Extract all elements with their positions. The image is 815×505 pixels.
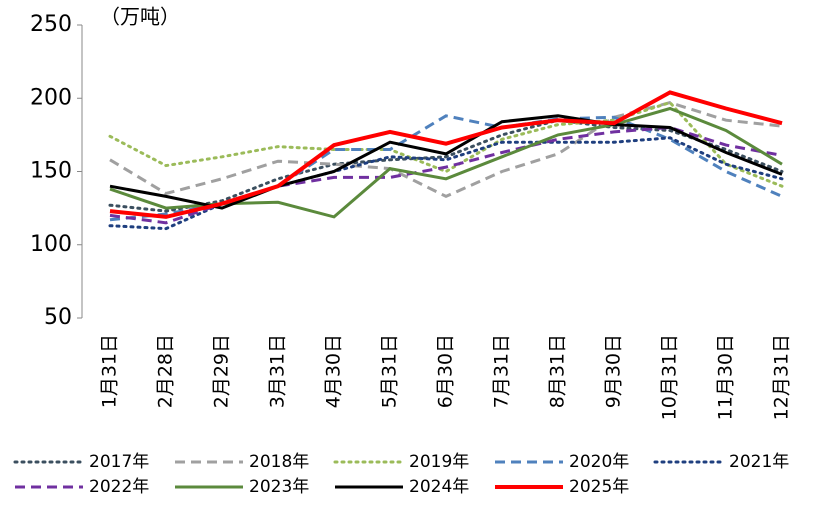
legend-label: 2022年 [89,477,149,497]
x-tick-label: 1月31日 [99,334,121,408]
x-tick-label: 2月29日 [211,334,233,408]
series-line [108,100,784,188]
y-tick-label: 150 [30,159,72,184]
y-tick-label: 100 [30,232,72,257]
series-line [108,118,784,213]
x-tick-label: 10月31日 [659,334,681,420]
x-tick-label: 7月31日 [491,334,513,408]
legend-label: 2025年 [569,477,629,497]
x-tick-label: 8月31日 [547,334,569,408]
legend-label: 2021年 [729,452,789,472]
series-line [109,106,783,219]
x-tick-label: 3月31日 [267,334,289,408]
y-tick-label: 50 [44,305,72,330]
x-tick-label: 11月30日 [715,334,737,420]
series-line [109,90,783,219]
y-tick-label: 250 [30,12,72,37]
x-tick-label: 5月31日 [379,334,401,408]
legend-label: 2023年 [249,477,309,497]
legend-label: 2024年 [409,477,469,497]
legend-label: 2020年 [569,452,629,472]
x-tick-label: 2月28日 [155,334,177,408]
series-line [108,136,784,231]
x-tick-label: 9月30日 [603,334,625,408]
legend-label: 2017年 [89,452,149,472]
legend-label: 2019年 [409,452,469,472]
legend-label: 2018年 [249,452,309,472]
y-tick-label: 200 [30,85,72,110]
x-tick-label: 12月31日 [771,334,793,420]
x-tick-label: 4月30日 [323,334,345,408]
series-line [109,101,783,199]
series-line [109,114,783,210]
unit-label: （万吨） [100,5,180,29]
x-tick-label: 6月30日 [435,334,457,408]
